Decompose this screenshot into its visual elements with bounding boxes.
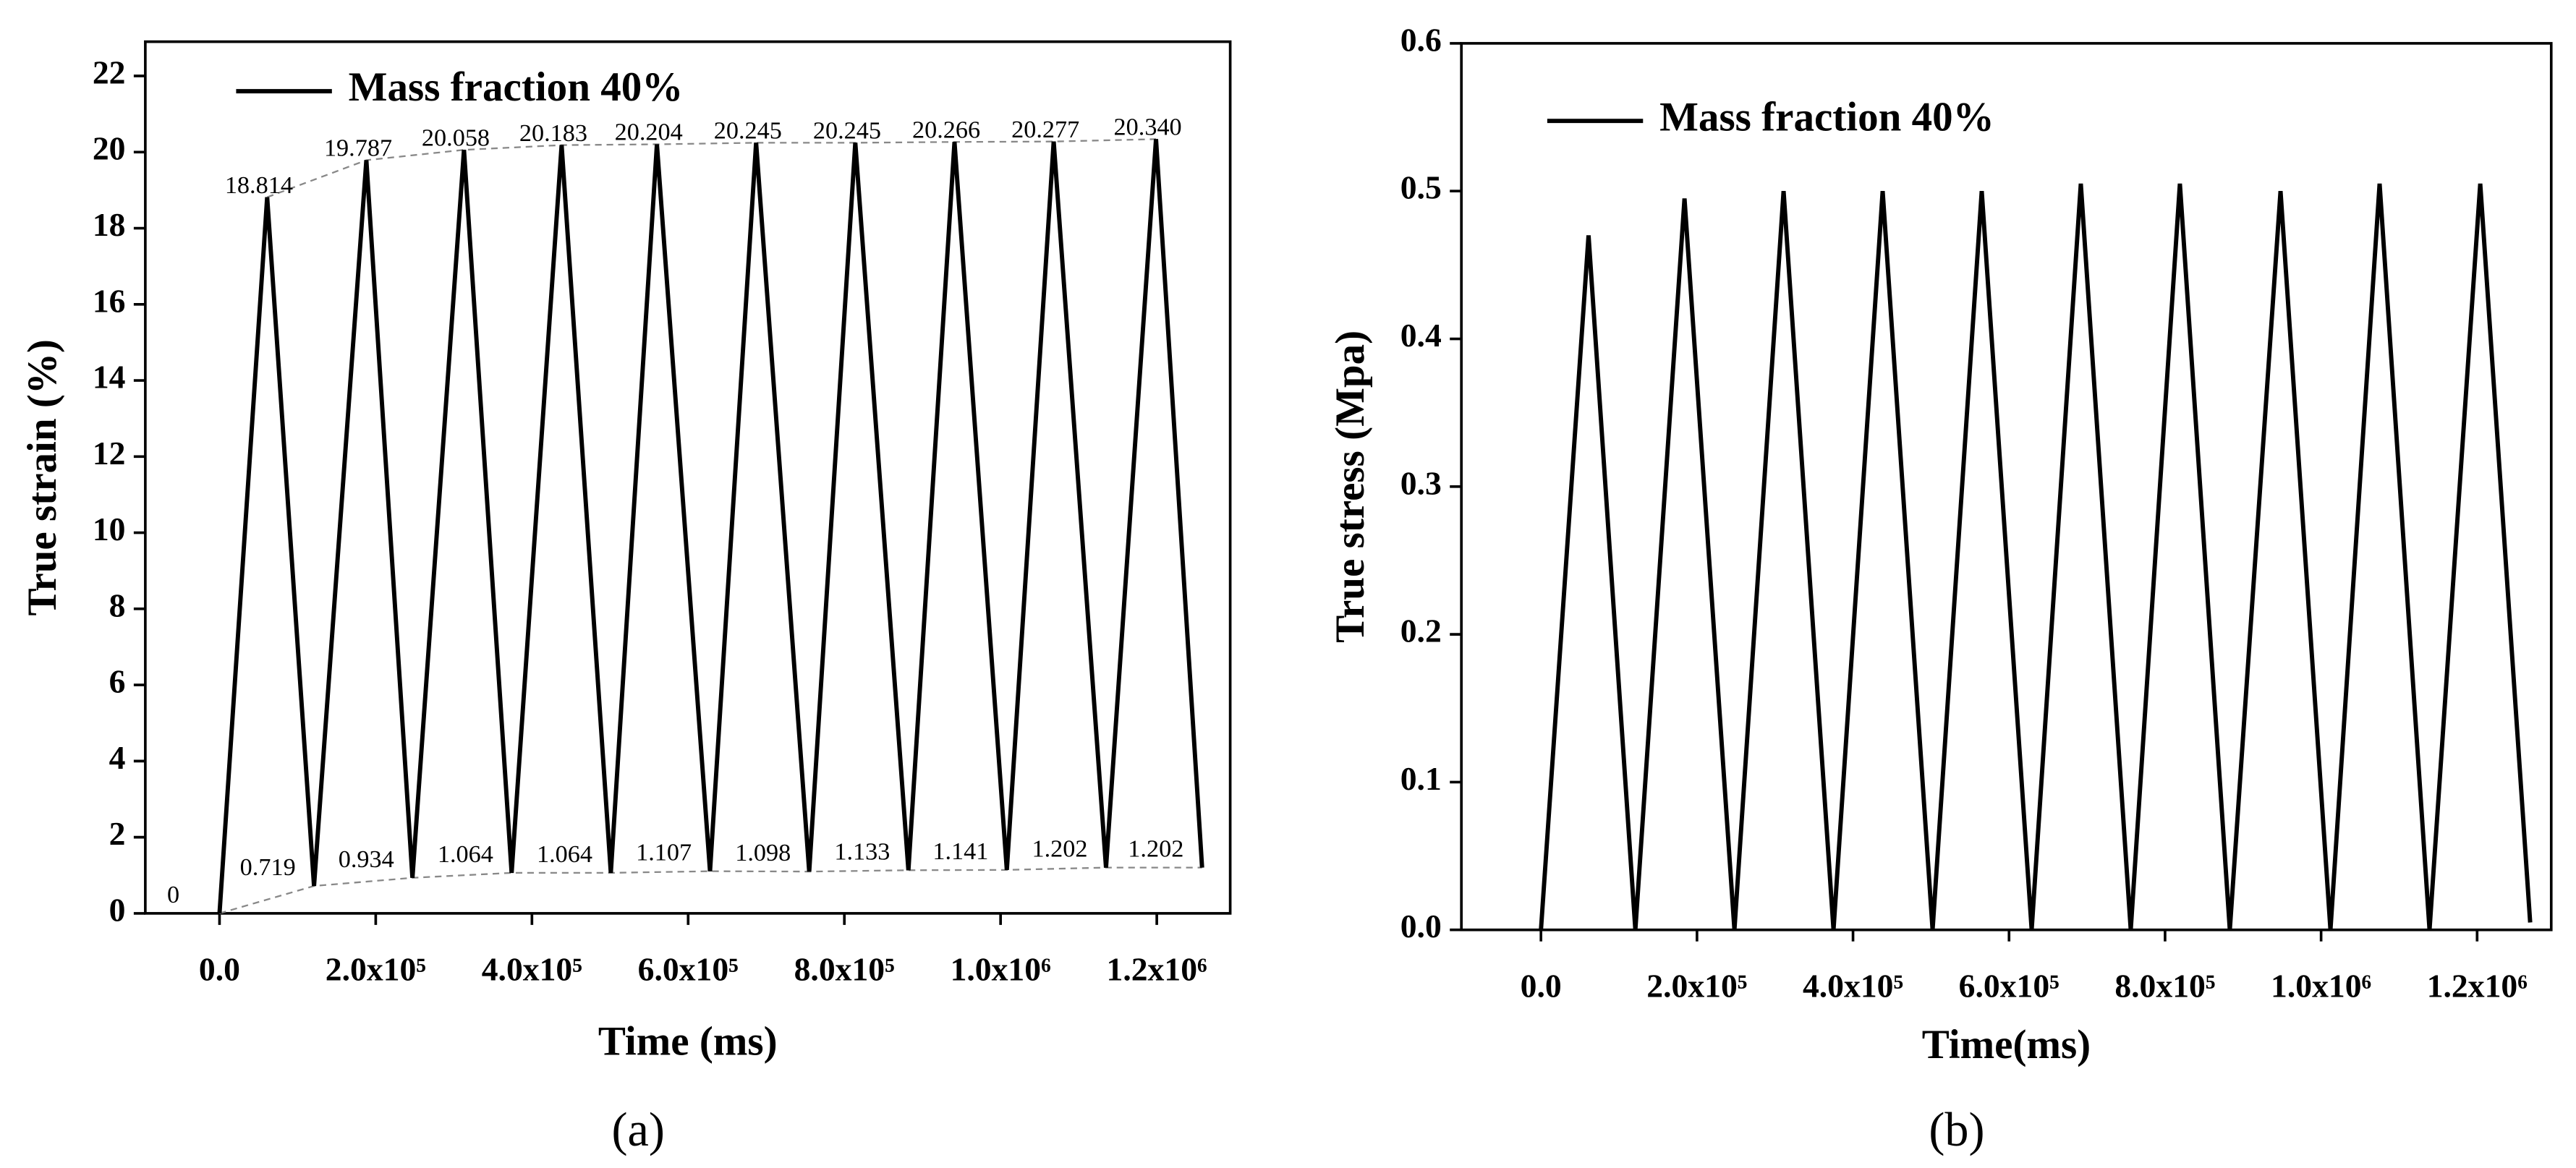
x-tick-label: 4.0x10⁵	[1803, 967, 1903, 1004]
y-tick-label: 12	[93, 435, 126, 472]
data-label: 1.202	[1032, 835, 1087, 863]
data-label: 1.133	[834, 837, 890, 865]
y-tick-label: 4	[109, 739, 126, 776]
data-label: 19.787	[324, 135, 392, 162]
data-label: 20.204	[615, 119, 683, 146]
troughs-envelope	[219, 866, 1202, 914]
y-axis-title: True strain (%)	[20, 339, 65, 615]
y-tick-label: 2	[109, 815, 126, 852]
x-tick-label: 1.0x10⁶	[2271, 967, 2371, 1004]
y-tick-label: 8	[109, 587, 126, 623]
y-tick-label: 20	[93, 130, 126, 167]
data-label: 20.266	[912, 116, 980, 143]
y-tick-label: 0.2	[1400, 613, 1442, 649]
x-tick-label: 0.0	[1521, 967, 1562, 1004]
panel-caption: (b)	[1929, 1104, 1984, 1156]
x-tick-label: 0.0	[199, 951, 240, 988]
y-tick-label: 0	[109, 891, 126, 928]
y-tick-label: 22	[93, 54, 126, 90]
y-tick-label: 6	[109, 663, 126, 700]
data-label: 1.202	[1128, 835, 1183, 863]
x-axis-title: Time(ms)	[1922, 1022, 2091, 1067]
y-tick-label: 0.6	[1400, 21, 1442, 58]
data-label: 20.058	[422, 124, 490, 151]
data-label: 0	[167, 881, 179, 908]
data-label: 1.064	[438, 840, 493, 868]
y-tick-label: 10	[93, 511, 126, 547]
x-tick-label: 2.0x10⁵	[326, 951, 426, 988]
data-label: 20.245	[813, 117, 881, 145]
x-tick-label: 6.0x10⁵	[638, 951, 739, 988]
data-label: 20.183	[519, 119, 587, 147]
x-tick-label: 6.0x10⁵	[1959, 967, 2059, 1004]
y-tick-label: 18	[93, 206, 126, 243]
data-label: 20.340	[1114, 114, 1182, 141]
x-tick-label: 1.2x10⁶	[2427, 967, 2528, 1004]
data-line	[1539, 183, 2533, 930]
x-tick-label: 1.2x10⁶	[1107, 951, 1207, 988]
x-tick-label: 8.0x10⁵	[2114, 967, 2215, 1004]
data-label: 20.245	[714, 117, 782, 145]
data-label: 18.814	[225, 171, 293, 199]
y-tick-label: 0.1	[1400, 760, 1442, 797]
panel-caption: (a)	[612, 1104, 665, 1156]
y-axis-title: True stress (Mpa)	[1327, 331, 1373, 643]
y-tick-label: 16	[93, 282, 126, 319]
legend-label: Mass fraction 40%	[1659, 94, 1994, 140]
y-tick-label: 0.4	[1400, 317, 1442, 354]
data-line	[217, 139, 1204, 914]
x-tick-label: 2.0x10⁵	[1646, 967, 1747, 1004]
data-label: 1.107	[636, 839, 692, 866]
y-tick-label: 0.3	[1400, 464, 1442, 501]
data-label: 1.141	[932, 837, 988, 865]
x-tick-label: 4.0x10⁵	[482, 951, 582, 988]
data-label: 20.277	[1011, 116, 1079, 143]
peaks-envelope	[266, 138, 1157, 198]
data-label: 0.719	[240, 853, 296, 881]
x-axis-title: Time (ms)	[598, 1019, 778, 1065]
data-label: 0.934	[339, 845, 394, 873]
legend-label: Mass fraction 40%	[349, 64, 684, 110]
data-label: 1.064	[537, 840, 592, 868]
y-tick-label: 14	[93, 359, 126, 396]
x-tick-label: 1.0x10⁶	[951, 951, 1051, 988]
y-tick-label: 0.5	[1400, 169, 1442, 206]
y-tick-label: 0.0	[1400, 908, 1442, 945]
data-label: 1.098	[735, 839, 791, 866]
x-tick-label: 8.0x10⁵	[794, 951, 895, 988]
